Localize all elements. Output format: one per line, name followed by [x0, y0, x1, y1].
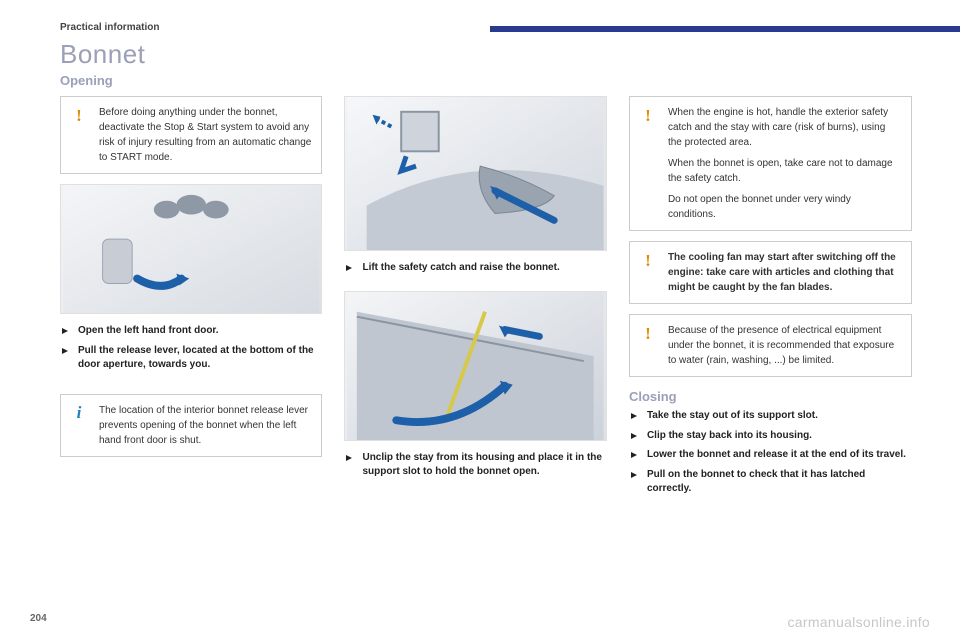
step-item: Lower the bonnet and release it at the e…	[631, 448, 912, 463]
closing-heading: Closing	[629, 389, 912, 404]
callout-paragraph: Do not open the bonnet under very windy …	[668, 192, 901, 222]
callout-text: The location of the interior bonnet rele…	[99, 403, 311, 448]
opening-steps-list-2b: Unclip the stay from its housing and pla…	[344, 451, 606, 485]
warning-icon: !	[638, 323, 658, 343]
callout-paragraph: When the bonnet is open, take care not t…	[668, 156, 901, 186]
callout-text: The cooling fan may start after switchin…	[668, 250, 901, 295]
illustration-safety-catch	[344, 96, 606, 251]
info-icon: i	[69, 403, 89, 423]
step-item: Open the left hand front door.	[62, 324, 322, 339]
closing-steps-list: Take the stay out of its support slot. C…	[629, 409, 912, 497]
opening-steps-list-1: Open the left hand front door. Pull the …	[60, 324, 322, 378]
warning-icon: !	[638, 105, 658, 125]
illustration-interior-lever	[60, 184, 322, 314]
step-item: Pull on the bonnet to check that it has …	[631, 468, 912, 497]
callout-fan-warning: ! The cooling fan may start after switch…	[629, 241, 912, 304]
callout-text: Because of the presence of electrical eq…	[668, 323, 901, 368]
callout-water-warning: ! Because of the presence of electrical …	[629, 314, 912, 377]
top-accent-bar	[490, 26, 960, 32]
page-number: 204	[30, 613, 47, 624]
opening-heading: Opening	[60, 73, 912, 88]
callout-lever-info: i The location of the interior bonnet re…	[60, 394, 322, 457]
callout-text: When the engine is hot, handle the exter…	[668, 105, 901, 222]
warning-icon: !	[69, 105, 89, 125]
step-item: Lift the safety catch and raise the bonn…	[346, 261, 606, 276]
page-title: Bonnet	[60, 39, 912, 70]
step-item: Unclip the stay from its housing and pla…	[346, 451, 606, 480]
callout-hot-engine-warning: ! When the engine is hot, handle the ext…	[629, 96, 912, 231]
step-item: Clip the stay back into its housing.	[631, 429, 912, 444]
step-item: Pull the release lever, located at the b…	[62, 344, 322, 373]
callout-stop-start-warning: ! Before doing anything under the bonnet…	[60, 96, 322, 174]
warning-icon: !	[638, 250, 658, 270]
callout-paragraph: When the engine is hot, handle the exter…	[668, 105, 901, 150]
step-item: Take the stay out of its support slot.	[631, 409, 912, 424]
callout-text: Before doing anything under the bonnet, …	[99, 105, 311, 165]
opening-steps-list-2a: Lift the safety catch and raise the bonn…	[344, 261, 606, 281]
watermark: carmanualsonline.info	[788, 614, 931, 630]
illustration-bonnet-stay	[344, 291, 606, 441]
